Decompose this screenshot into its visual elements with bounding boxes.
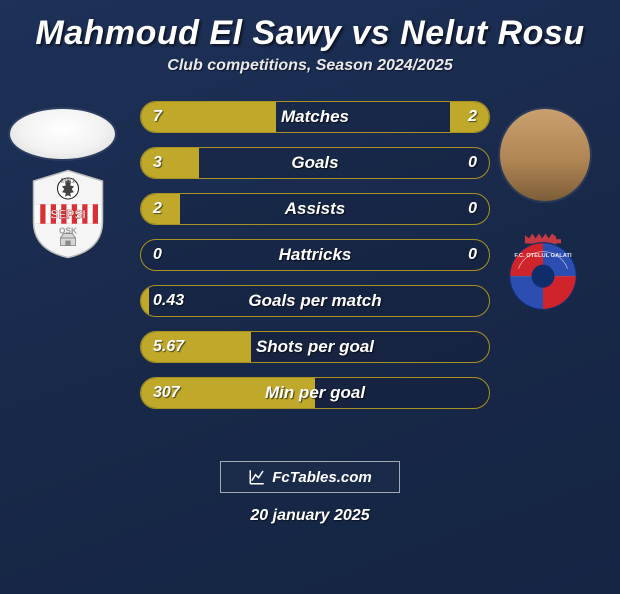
- club1-name: SEPSI: [50, 208, 85, 222]
- stat-value-left: 307: [153, 378, 180, 408]
- date-label: 20 january 2025: [0, 507, 620, 525]
- vs-label: vs: [351, 14, 390, 52]
- player1-avatar: [10, 109, 115, 159]
- player2-name: Nelut Rosu: [400, 14, 584, 52]
- player2-club-logo: F.C. OTELUL GALATI: [502, 231, 584, 313]
- stat-fill-left: [141, 286, 149, 316]
- stat-row: 30Goals: [140, 147, 490, 179]
- player1-name: Mahmoud El Sawy: [35, 14, 341, 52]
- stat-value-left: 5.67: [153, 332, 184, 362]
- stat-row: 72Matches: [140, 101, 490, 133]
- stat-label: Hattricks: [141, 240, 489, 270]
- stat-value-left: 2: [153, 194, 162, 224]
- player1-club-logo: 2011 SEPSI OSK: [30, 169, 106, 259]
- chart-icon: [248, 468, 266, 486]
- stat-value-left: 0: [153, 240, 162, 270]
- brand-badge: FcTables.com: [220, 461, 400, 493]
- stat-value-right: 0: [468, 240, 477, 270]
- stat-bars: 72Matches30Goals20Assists00Hattricks0.43…: [140, 101, 490, 423]
- stat-value-right: 0: [468, 194, 477, 224]
- stat-value-left: 0.43: [153, 286, 184, 316]
- brand-label: FcTables.com: [272, 469, 371, 486]
- svg-text:F.C. OTELUL GALATI: F.C. OTELUL GALATI: [514, 253, 572, 259]
- page-title: Mahmoud El Sawy vs Nelut Rosu: [0, 14, 620, 53]
- subtitle: Club competitions, Season 2024/2025: [0, 57, 620, 75]
- player2-avatar: [500, 109, 590, 201]
- stat-value-right: 2: [468, 102, 477, 132]
- stat-row: 2 0Assists: [140, 193, 490, 225]
- stat-label: Goals per match: [141, 286, 489, 316]
- stat-label: Assists: [141, 194, 489, 224]
- stat-fill-left: [141, 148, 199, 178]
- club1-year: 2011: [61, 178, 76, 185]
- comparison-canvas: 2011 SEPSI OSK: [0, 101, 620, 441]
- stat-row: 307Min per goal: [140, 377, 490, 409]
- stat-row: 5.67Shots per goal: [140, 331, 490, 363]
- stat-value-left: 7: [153, 102, 162, 132]
- stat-row: 0 0Hattricks: [140, 239, 490, 271]
- stat-value-left: 3: [153, 148, 162, 178]
- stat-row: 0.43Goals per match: [140, 285, 490, 317]
- stat-value-right: 0: [468, 148, 477, 178]
